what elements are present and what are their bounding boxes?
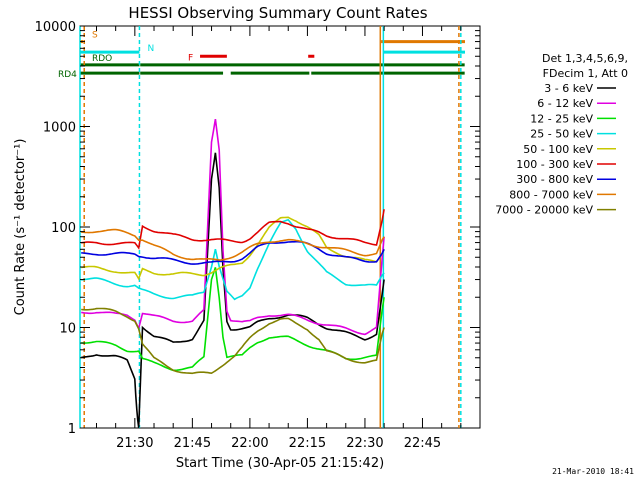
x-tick-label: 22:15 [289, 436, 326, 451]
legend: Det 1,3,4,5,6,9, FDecim 1, Att 0 3 - 6 k… [495, 52, 628, 217]
flag-label-rdo: RDO [92, 54, 112, 64]
x-axis-label: Start Time (30-Apr-05 21:15:42) [176, 456, 384, 471]
legend-label-100-300-kev: 100 - 300 keV [516, 158, 593, 171]
legend-label-800-7000-kev: 800 - 7000 keV [509, 188, 593, 201]
annotation-layer: S N F RDO RD4 [58, 31, 465, 80]
legend-label-50-100-kev: 50 - 100 keV [523, 143, 593, 156]
x-tick-label: 22:00 [231, 436, 268, 451]
flag-label-s: S [92, 31, 98, 41]
legend-label-7000-20000-kev: 7000 - 20000 keV [495, 204, 593, 217]
series-line-50-100-kev [81, 216, 385, 281]
flag-label-n: N [147, 44, 154, 54]
series-line-3-6-kev [81, 152, 385, 428]
series-line-300-800-kev [81, 240, 385, 265]
series-line-7000-20000-kev [81, 307, 385, 375]
y-tick-label: 10000 [35, 20, 76, 35]
series-layer [81, 118, 385, 428]
plot-frame [79, 25, 481, 429]
legend-label-12-25-kev: 12 - 25 keV [530, 112, 593, 125]
y-tick-label: 1 [68, 422, 76, 437]
chart-title: HESSI Observing Summary Count Rates [128, 4, 427, 22]
y-tick-label: 1000 [43, 121, 76, 136]
x-tick-label: 21:30 [116, 436, 153, 451]
y-tick-label: 100 [51, 221, 76, 236]
legend-label-3-6-kev: 3 - 6 keV [544, 82, 593, 95]
x-tick-label: 22:30 [346, 436, 383, 451]
series-line-25-50-kev [81, 218, 385, 301]
y-axis-label: Count Rate (s⁻¹ detector⁻¹) [13, 139, 28, 316]
y-tick-label: 10 [59, 322, 76, 337]
series-line-6-12-kev [81, 118, 385, 336]
x-tick-label: 21:45 [174, 436, 211, 451]
series-line-800-7000-kev [81, 228, 385, 261]
legend-header-1: Det 1,3,4,5,6,9, [542, 52, 628, 65]
x-tick-label: 22:45 [404, 436, 441, 451]
x-axis-ticks: 21:30 21:45 22:00 22:15 22:30 22:45 [95, 26, 462, 451]
flag-label-f: F [188, 53, 193, 63]
flag-label-rd4: RD4 [58, 70, 77, 80]
legend-label-25-50-kev: 25 - 50 keV [530, 128, 593, 141]
plot-area: S N F RDO RD4 1 10 100 1000 10000 21:30 21:45 22:0… [35, 20, 481, 451]
series-line-100-300-kev [81, 209, 385, 250]
y-axis-ticks: 1 10 100 1000 10000 [35, 20, 480, 437]
footer-date: 21-Mar-2010 18:41 [552, 467, 634, 476]
legend-label-300-800-kev: 300 - 800 keV [516, 173, 593, 186]
legend-label-6-12-kev: 6 - 12 keV [537, 97, 593, 110]
legend-header-2: FDecim 1, Att 0 [543, 67, 628, 80]
legend-entries: 3 - 6 keV 6 - 12 keV 12 - 25 keV 25 - 50 ke… [495, 82, 616, 217]
